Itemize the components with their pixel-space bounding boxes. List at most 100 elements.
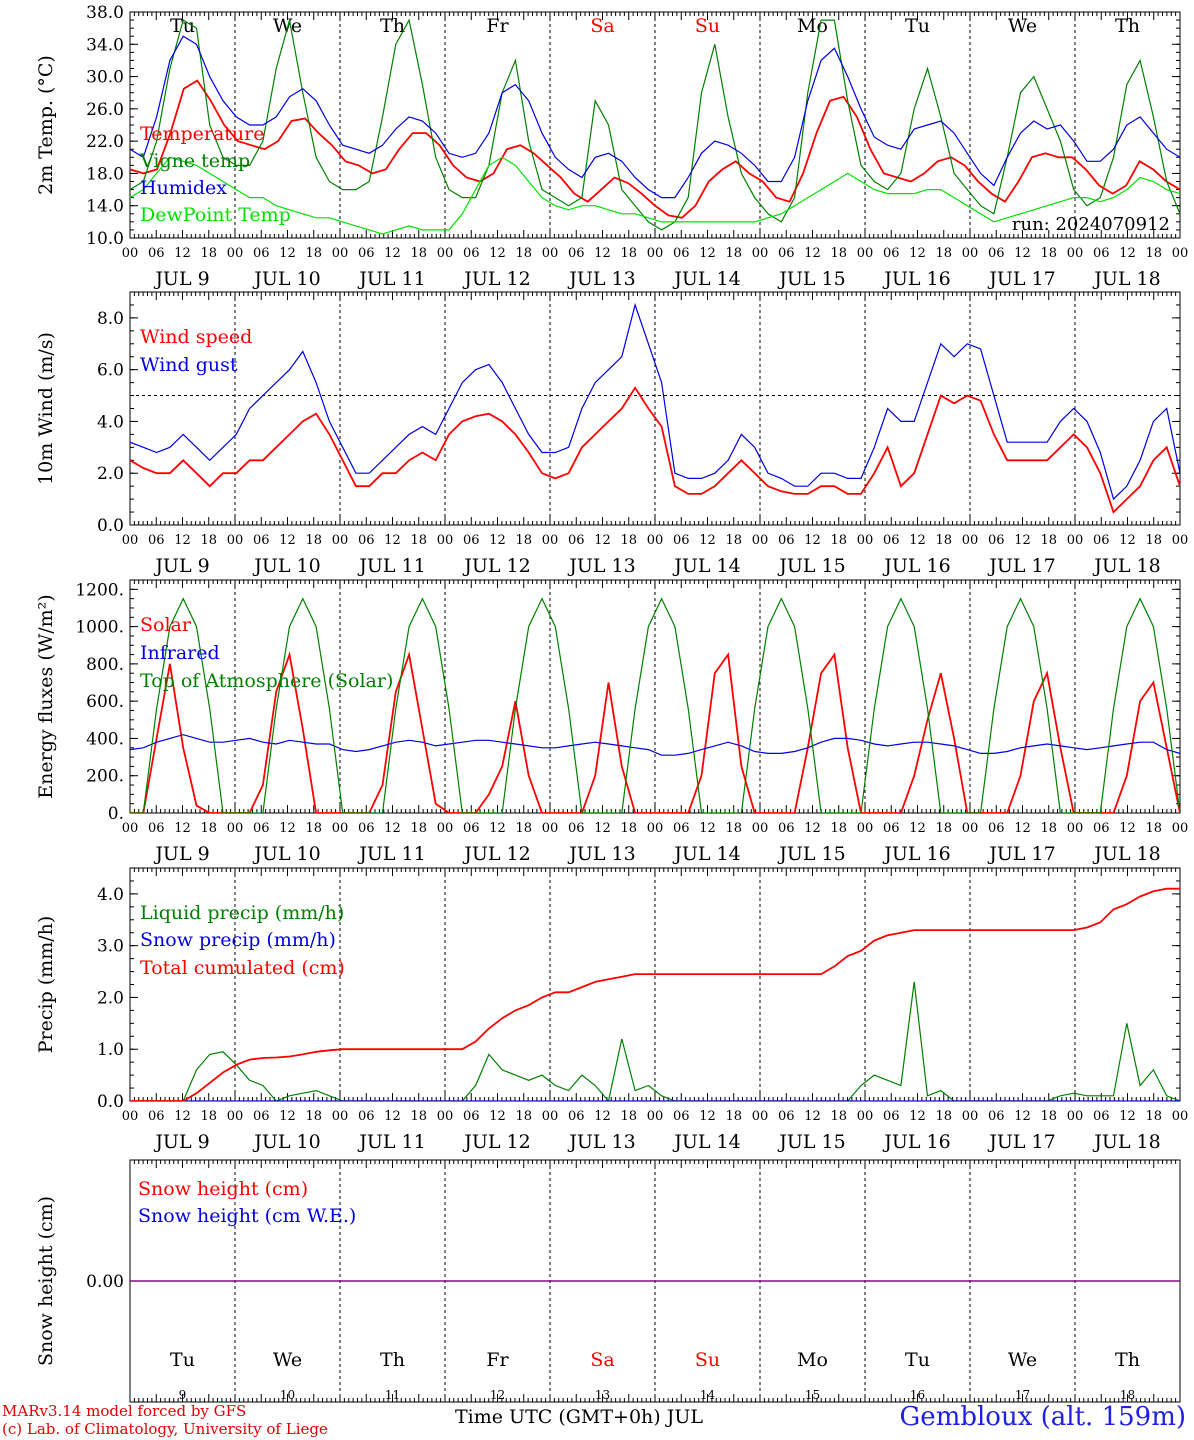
legend-entry: Snow height (cm W.E.) [138, 1205, 356, 1227]
date-label: JUL 12 [462, 268, 530, 290]
hour-label: 00 [227, 246, 244, 261]
hour-label: 18 [1040, 1109, 1057, 1124]
day-name: Tu [170, 1349, 195, 1371]
date-label: JUL 10 [252, 268, 320, 290]
hour-label: 18 [725, 1109, 742, 1124]
hour-label: 00 [332, 821, 349, 836]
legend-entry: Total cumulated (cm) [140, 957, 345, 979]
hour-label: 00 [542, 1109, 559, 1124]
y-tick-label: 14.0 [86, 197, 124, 217]
y-tick-label: 38.0 [86, 3, 124, 23]
hour-label: 12 [804, 1109, 821, 1124]
y-tick-label: 200. [86, 767, 124, 787]
date-number: 16 [910, 1388, 925, 1402]
panel-4: 0.0 1.0 2.0 3.0 4.0 Precip (mm/h) 00 06 12 18 JUL … [35, 867, 1189, 1153]
date-number: 13 [595, 1388, 610, 1402]
day-name: Fr [486, 1349, 509, 1371]
hour-label: 00 [962, 533, 979, 548]
hour-label: 18 [830, 246, 847, 261]
y-tick-label: 0.00 [86, 1272, 124, 1292]
hour-label: 06 [778, 1109, 795, 1124]
y-axis-label: 2m Temp. (°C) [35, 55, 57, 195]
hour-label: 06 [1093, 821, 1110, 836]
date-number: 11 [385, 1388, 400, 1402]
station-name: Gembloux (alt. 159m) [899, 1402, 1186, 1432]
hour-label: 06 [988, 1109, 1005, 1124]
y-tick-label: 1000. [75, 618, 124, 638]
hour-label: 00 [752, 533, 769, 548]
hour-label: 06 [778, 821, 795, 836]
legend-entry: Liquid precip (mm/h) [140, 902, 344, 924]
hour-label: 06 [463, 821, 480, 836]
y-tick-label: 8.0 [97, 309, 124, 329]
hour-label: 12 [909, 1109, 926, 1124]
hour-label: 06 [883, 821, 900, 836]
date-label: JUL 12 [462, 1131, 530, 1153]
date-number: 18 [1120, 1388, 1135, 1402]
date-label: JUL 17 [987, 1131, 1055, 1153]
date-label: JUL 9 [153, 555, 209, 577]
date-label: JUL 16 [882, 1131, 950, 1153]
date-label: JUL 10 [252, 1131, 320, 1153]
legend-entry: Solar [140, 614, 192, 636]
hour-label: 06 [673, 1109, 690, 1124]
date-label: JUL 14 [672, 555, 740, 577]
date-label: JUL 18 [1092, 555, 1160, 577]
hour-label: 18 [830, 533, 847, 548]
hour-label: 00 [647, 533, 664, 548]
hour-label: 00 [227, 821, 244, 836]
hour-label: 12 [384, 821, 401, 836]
y-axis-label: Energy fluxes (W/m²) [35, 594, 57, 798]
hour-label: 18 [305, 821, 322, 836]
hour-label: 12 [279, 533, 296, 548]
hour-label: 06 [673, 821, 690, 836]
hour-label: 06 [673, 246, 690, 261]
hour-label: 18 [830, 1109, 847, 1124]
hour-label: 00 [647, 1109, 664, 1124]
hour-label: 00 [122, 1109, 139, 1124]
hour-label: 00 [437, 1109, 454, 1124]
date-label: JUL 10 [252, 843, 320, 865]
hour-label: 18 [515, 246, 532, 261]
date-label: JUL 14 [672, 268, 740, 290]
day-name: Tu [905, 1349, 930, 1371]
hour-label: 12 [1119, 1109, 1136, 1124]
y-tick-label: 0.0 [97, 1092, 124, 1112]
hour-label: 00 [962, 821, 979, 836]
date-number: 17 [1015, 1388, 1030, 1402]
legend-entry: Temperature [140, 123, 264, 145]
hour-label: 12 [594, 533, 611, 548]
date-number: 10 [280, 1388, 295, 1402]
series-line [130, 156, 1180, 235]
hour-label: 12 [699, 533, 716, 548]
hour-label: 00 [1172, 533, 1189, 548]
hour-label: 06 [568, 1109, 585, 1124]
hour-label: 18 [1145, 1109, 1162, 1124]
day-name: Th [1115, 1349, 1140, 1371]
hour-label: 00 [1067, 246, 1084, 261]
day-name: Tu [170, 15, 195, 37]
date-number: 15 [805, 1388, 820, 1402]
y-tick-label: 18.0 [86, 164, 124, 184]
y-tick-label: 400. [86, 729, 124, 749]
hour-label: 06 [673, 533, 690, 548]
y-tick-label: 22.0 [86, 132, 124, 152]
legend-entry: Snow height (cm) [138, 1178, 308, 1200]
hour-label: 18 [1145, 533, 1162, 548]
hour-label: 06 [988, 246, 1005, 261]
hour-label: 00 [1172, 1109, 1189, 1124]
y-tick-label: 3.0 [97, 937, 124, 957]
date-label: JUL 13 [567, 1131, 635, 1153]
hour-label: 06 [778, 533, 795, 548]
hour-label: 06 [253, 246, 270, 261]
hour-label: 12 [594, 246, 611, 261]
hour-label: 00 [752, 1109, 769, 1124]
day-name: We [273, 1349, 302, 1371]
hour-label: 12 [489, 821, 506, 836]
y-tick-label: 1.0 [97, 1040, 124, 1060]
hour-label: 18 [725, 821, 742, 836]
hour-label: 18 [200, 821, 217, 836]
date-label: JUL 11 [357, 555, 425, 577]
date-label: JUL 15 [777, 843, 845, 865]
hour-label: 18 [830, 821, 847, 836]
